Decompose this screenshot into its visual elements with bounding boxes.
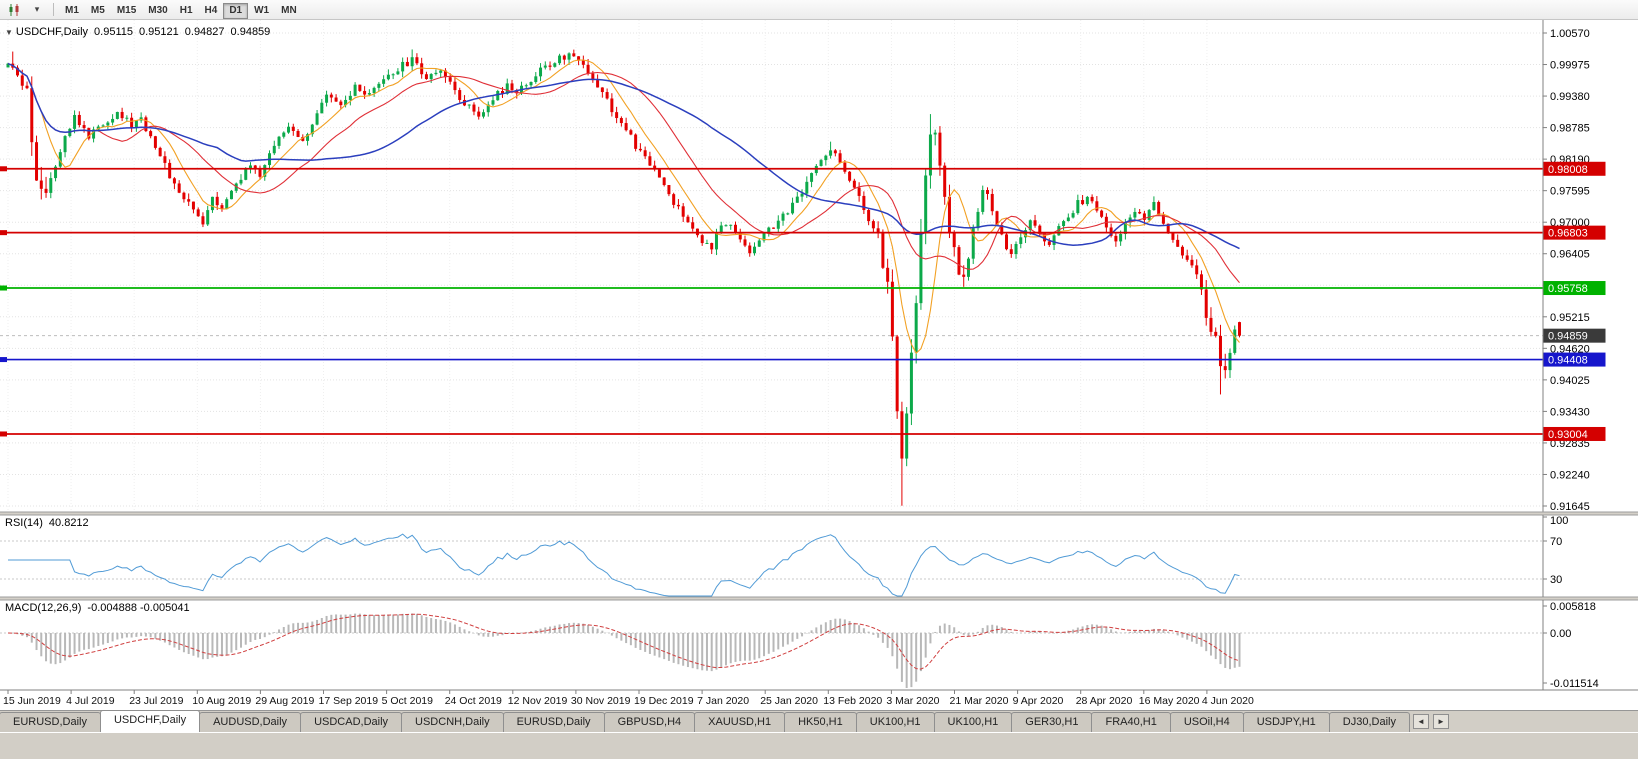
svg-text:29 Aug 2019: 29 Aug 2019 xyxy=(255,695,314,707)
chart-tab-uk100-h1[interactable]: UK100,H1 xyxy=(855,712,935,732)
chart-tab-eurusd-daily[interactable]: EURUSD,Daily xyxy=(502,712,605,732)
svg-text:100: 100 xyxy=(1550,515,1568,527)
chart-tab-ger30-h1[interactable]: GER30,H1 xyxy=(1011,712,1093,732)
svg-text:21 Mar 2020: 21 Mar 2020 xyxy=(950,695,1009,707)
svg-text:0.94025: 0.94025 xyxy=(1550,375,1590,387)
svg-text:0.98008: 0.98008 xyxy=(1548,164,1588,176)
timeframe-button-M30[interactable]: M30 xyxy=(142,3,173,19)
svg-text:0.94859: 0.94859 xyxy=(1548,331,1588,343)
arrow-right-icon: ► xyxy=(1437,717,1445,726)
toolbar-separator xyxy=(53,3,54,16)
svg-text:30 Nov 2019: 30 Nov 2019 xyxy=(571,695,631,707)
chart-tab-usdjpy-h1[interactable]: USDJPY,H1 xyxy=(1242,712,1330,732)
timeframe-buttons: M1 M5 M15 M30 H1 H4 D1 W1 MN xyxy=(59,0,303,19)
svg-text:23 Jul 2019: 23 Jul 2019 xyxy=(129,695,183,707)
chart-tab-bar: EURUSD,Daily USDCHF,Daily AUDUSD,Daily USDC… xyxy=(0,710,1638,732)
chart-tab-usdcnh-daily[interactable]: USDCNH,Daily xyxy=(401,712,504,732)
candlestick-chart-icon xyxy=(9,3,18,16)
timeframe-button-M5[interactable]: M5 xyxy=(85,3,111,19)
svg-text:19 Dec 2019: 19 Dec 2019 xyxy=(634,695,694,707)
svg-text:15 Jun 2019: 15 Jun 2019 xyxy=(3,695,61,707)
chart-tab-xauusd-h1[interactable]: XAUUSD,H1 xyxy=(694,712,786,732)
chevron-down-icon: ▾ xyxy=(34,4,40,14)
timeframe-button-M15[interactable]: M15 xyxy=(111,3,142,19)
chart-tab-fra40-h1[interactable]: FRA40,H1 xyxy=(1091,712,1171,732)
tab-scroll-left-button[interactable]: ◄ xyxy=(1412,714,1429,729)
svg-text:0.96803: 0.96803 xyxy=(1548,228,1588,240)
status-bar xyxy=(0,732,1638,759)
svg-text:0.93430: 0.93430 xyxy=(1550,406,1590,418)
timeframe-button-MN[interactable]: MN xyxy=(275,3,303,19)
chart-tab-usdcad-daily[interactable]: USDCAD,Daily xyxy=(300,712,403,732)
svg-text:3 Mar 2020: 3 Mar 2020 xyxy=(886,695,939,707)
svg-text:0.97595: 0.97595 xyxy=(1550,186,1590,198)
svg-text:0.005818: 0.005818 xyxy=(1550,601,1596,613)
timeframe-toolbar: ▾ M1 M5 M15 M30 H1 H4 D1 W1 MN xyxy=(0,0,1638,20)
svg-text:28 Apr 2020: 28 Apr 2020 xyxy=(1076,695,1133,707)
chart-type-button[interactable] xyxy=(3,2,25,18)
svg-text:24 Oct 2019: 24 Oct 2019 xyxy=(445,695,502,707)
chart-tab-hk50-h1[interactable]: HK50,H1 xyxy=(784,712,857,732)
timeframe-button-M1[interactable]: M1 xyxy=(59,3,85,19)
svg-text:0.98785: 0.98785 xyxy=(1550,123,1590,135)
svg-text:30: 30 xyxy=(1550,574,1562,586)
chart-tab-audusd-daily[interactable]: AUDUSD,Daily xyxy=(199,712,302,732)
svg-text:17 Sep 2019: 17 Sep 2019 xyxy=(319,695,379,707)
svg-text:0.96405: 0.96405 xyxy=(1550,249,1590,261)
chart-tab-usdchf-daily[interactable]: USDCHF,Daily xyxy=(99,710,201,732)
tab-scroll-right-button[interactable]: ► xyxy=(1432,714,1449,729)
svg-text:0.99975: 0.99975 xyxy=(1550,60,1590,72)
svg-text:16 May 2020: 16 May 2020 xyxy=(1139,695,1200,707)
svg-text:7 Jan 2020: 7 Jan 2020 xyxy=(697,695,749,707)
price-chart-canvas[interactable]: 1.005700.999750.993800.987850.981900.975… xyxy=(0,20,1638,710)
svg-text:1.00570: 1.00570 xyxy=(1550,28,1590,40)
svg-text:0.91645: 0.91645 xyxy=(1550,501,1590,513)
svg-text:0.95215: 0.95215 xyxy=(1550,312,1590,324)
svg-text:0.00: 0.00 xyxy=(1550,628,1571,640)
chart-tab-uk100-h1[interactable]: UK100,H1 xyxy=(933,712,1013,732)
timeframe-button-H4[interactable]: H4 xyxy=(199,3,224,19)
svg-text:13 Feb 2020: 13 Feb 2020 xyxy=(823,695,882,707)
svg-text:0.94620: 0.94620 xyxy=(1550,343,1590,355)
svg-text:12 Nov 2019: 12 Nov 2019 xyxy=(508,695,568,707)
chart-window[interactable]: 1.00570 0.99975 0.99380 0.98785 0.98190 0.975… xyxy=(0,20,1638,710)
chart-type-dropdown-button[interactable]: ▾ xyxy=(26,2,48,18)
svg-text:0.95758: 0.95758 xyxy=(1548,283,1588,295)
svg-text:-0.011514: -0.011514 xyxy=(1550,678,1599,690)
svg-text:0.92240: 0.92240 xyxy=(1550,469,1590,481)
svg-text:10 Aug 2019: 10 Aug 2019 xyxy=(192,695,251,707)
svg-text:0.93004: 0.93004 xyxy=(1548,429,1588,441)
chart-tab-eurusd-daily[interactable]: EURUSD,Daily xyxy=(0,712,101,732)
arrow-left-icon: ◄ xyxy=(1417,717,1425,726)
svg-text:0.94408: 0.94408 xyxy=(1548,355,1588,367)
chart-tab-usoil-h4[interactable]: USOil,H4 xyxy=(1169,712,1244,732)
timeframe-button-H1[interactable]: H1 xyxy=(174,3,199,19)
svg-text:4 Jun 2020: 4 Jun 2020 xyxy=(1202,695,1254,707)
svg-text:0.99380: 0.99380 xyxy=(1550,91,1590,103)
svg-text:70: 70 xyxy=(1550,536,1562,548)
chart-tab-dj30-daily[interactable]: DJ30,Daily xyxy=(1328,712,1410,732)
svg-text:25 Jan 2020: 25 Jan 2020 xyxy=(760,695,818,707)
chart-tab-gbpusd-h4[interactable]: GBPUSD,H4 xyxy=(603,712,696,732)
svg-text:9 Apr 2020: 9 Apr 2020 xyxy=(1013,695,1064,707)
timeframe-button-W1[interactable]: W1 xyxy=(248,3,275,19)
svg-text:4 Jul 2019: 4 Jul 2019 xyxy=(66,695,115,707)
timeframe-button-D1[interactable]: D1 xyxy=(223,3,249,19)
svg-text:5 Oct 2019: 5 Oct 2019 xyxy=(382,695,434,707)
